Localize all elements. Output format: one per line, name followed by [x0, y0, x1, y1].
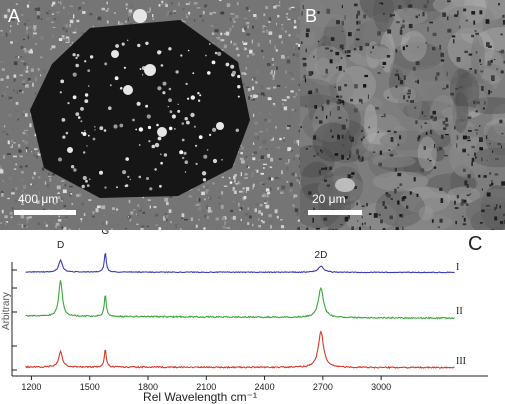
- spectrum-ii: [25, 280, 455, 320]
- spectrum-i: [25, 252, 455, 274]
- panel-a-letter: A: [8, 6, 21, 26]
- x-tick-label: 1500: [80, 382, 100, 392]
- x-tick-label: 3000: [371, 382, 391, 392]
- x-tick-label: 2100: [196, 382, 216, 392]
- x-tick-label: 1800: [138, 382, 158, 392]
- y-axis-label: Arbitrary: [1, 292, 12, 330]
- panel-b-scale-bar: [308, 210, 362, 215]
- x-tick-label: 2400: [255, 382, 275, 392]
- spectrum-label-ii: II: [456, 306, 463, 317]
- x-tick-label: 1200: [21, 382, 41, 392]
- raman-chart: Arbitrary 1200 1500 1800 2100 2400 2700 3000 Rel…: [1, 230, 488, 404]
- micrograph-b-image: [300, 0, 505, 230]
- x-tick-label: 2700: [313, 382, 333, 392]
- peak-label-2d: 2D: [315, 250, 328, 261]
- panel-b-scale-label: 20 μm: [312, 192, 346, 206]
- micrograph-a-image: [0, 0, 300, 230]
- spectrum-iii: [25, 330, 455, 370]
- panel-a-scale-label: 400 μm: [18, 192, 59, 206]
- panel-c-letter: C: [468, 233, 483, 255]
- peak-label-g: G: [101, 230, 109, 237]
- raman-chart-panel: Arbitrary 1200 1500 1800 2100 2400 2700 3000 Rel…: [0, 230, 505, 404]
- dark-inclusion: [30, 20, 250, 198]
- x-axis-title: Rel Wavelength cm⁻¹: [143, 390, 257, 404]
- micrograph-panel-a: A 400 μm: [0, 0, 300, 230]
- spectrum-label-iii: III: [456, 356, 466, 367]
- panel-a-scale-bar: [14, 210, 76, 215]
- peak-label-d: D: [57, 240, 64, 251]
- panel-b-letter: B: [305, 6, 318, 26]
- spectrum-label-i: I: [456, 262, 459, 273]
- micrograph-panel-b: B 20 μm: [300, 0, 505, 230]
